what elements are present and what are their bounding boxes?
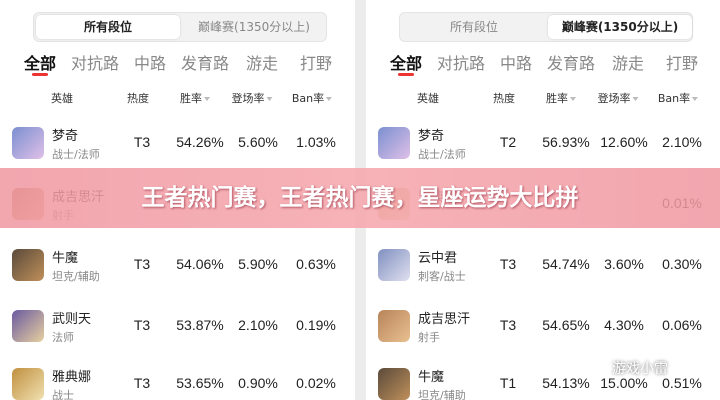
active-underline (398, 73, 414, 76)
stat-pick: 3.60% (604, 256, 644, 272)
stat-ban: 0.63% (296, 256, 336, 272)
stat-ban: 0.30% (662, 256, 702, 272)
banner-title: 王者热门赛，王者热门赛，星座运势大比拼 (141, 185, 579, 211)
hero-name: 雅典娜 (52, 370, 92, 385)
stat-ban: 2.10% (662, 134, 702, 150)
stat-win: 56.93% (542, 134, 590, 150)
hero-role: 射手 (418, 331, 440, 344)
watermark: 游戏小雷 (612, 361, 668, 377)
sort-arrow (570, 97, 576, 101)
hero-name: 牛魔 (418, 370, 445, 385)
rank-tab[interactable]: 巅峰赛(1350分以上) (548, 15, 692, 39)
stat-ban: 0.51% (662, 375, 702, 391)
hero-role: 坦克/辅助 (418, 389, 466, 400)
hero-icon (378, 368, 410, 400)
stat-win: 54.74% (542, 256, 590, 272)
role-tab[interactable]: 中路 (133, 54, 167, 73)
stat-tier: T3 (499, 317, 517, 333)
hero-icon (378, 127, 410, 159)
hero-role: 战士/法师 (418, 148, 466, 161)
stat-tier: T3 (499, 256, 517, 272)
column-header[interactable]: 登场率 (232, 90, 273, 106)
stat-win: 54.06% (176, 256, 224, 272)
hero-icon (378, 249, 410, 281)
column-header[interactable]: 胜率 (180, 90, 210, 106)
hero-role: 坦克/辅助 (52, 270, 100, 283)
active-underline (32, 73, 48, 76)
hero-icon (378, 310, 410, 342)
hero-name: 梦奇 (52, 129, 79, 144)
stat-pick: 2.10% (238, 317, 278, 333)
role-tab[interactable]: 全部 (23, 54, 57, 73)
hero-icon (12, 127, 44, 159)
stat-ban: 0.02% (296, 375, 336, 391)
sort-arrow (326, 97, 333, 101)
stat-tier: T3 (133, 375, 151, 391)
role-tab[interactable]: 发育路 (180, 54, 230, 73)
hero-icon (12, 310, 44, 342)
rank-tab[interactable]: 所有段位 (449, 20, 498, 34)
hero-role: 战士 (52, 389, 74, 400)
rank-tab[interactable]: 所有段位 (36, 15, 180, 39)
column-header[interactable]: Ban率 (658, 90, 699, 106)
stat-pick: 0.90% (238, 375, 278, 391)
stat-tier: T3 (133, 317, 151, 333)
stat-win: 54.13% (542, 375, 590, 391)
column-header: 英雄 (51, 92, 73, 105)
column-header: 英雄 (417, 92, 439, 105)
stat-win: 54.26% (176, 134, 224, 150)
column-header[interactable]: Ban率 (292, 90, 333, 106)
hero-name: 武则天 (52, 312, 92, 327)
stat-pick: 5.60% (238, 134, 278, 150)
role-tab[interactable]: 对抗路 (436, 54, 486, 73)
role-tab[interactable]: 游走 (611, 54, 645, 73)
column-header[interactable]: 热度 (127, 92, 149, 105)
tab-bar: 所有段位 巅峰赛(1350分以上) (399, 12, 693, 42)
stat-pick: 4.30% (604, 317, 644, 333)
hero-role: 战士/法师 (52, 148, 100, 161)
stat-tier: T2 (499, 134, 517, 150)
stat-ban: 1.03% (296, 134, 336, 150)
column-header[interactable]: 胜率 (546, 90, 576, 106)
sort-arrow (632, 97, 639, 101)
stat-pick: 15.00% (600, 375, 648, 391)
column-header[interactable]: 登场率 (598, 90, 639, 106)
sort-arrow (266, 97, 273, 101)
role-tab[interactable]: 打野 (299, 54, 333, 73)
role-tab[interactable]: 全部 (389, 54, 423, 73)
role-tab[interactable]: 对抗路 (70, 54, 120, 73)
stat-tier: T3 (133, 256, 151, 272)
hero-icon (12, 249, 44, 281)
column-header[interactable]: 热度 (493, 92, 515, 105)
rank-tab[interactable]: 巅峰赛(1350分以上) (198, 20, 310, 34)
sort-arrow (204, 97, 210, 101)
banner-bg (0, 168, 720, 228)
role-tab[interactable]: 游走 (245, 54, 279, 73)
role-tab[interactable]: 打野 (665, 54, 699, 73)
hero-role: 法师 (52, 331, 74, 344)
sort-arrow (692, 97, 699, 101)
hero-role: 刺客/战士 (418, 270, 466, 283)
stat-pick: 5.90% (238, 256, 278, 272)
stat-win: 53.65% (176, 375, 224, 391)
stat-ban: 0.19% (296, 317, 336, 333)
stat-win: 53.87% (176, 317, 224, 333)
stat-ban: 0.06% (662, 317, 702, 333)
role-tab[interactable]: 发育路 (546, 54, 596, 73)
stat-tier: T1 (499, 375, 517, 391)
stat-pick: 12.60% (600, 134, 648, 150)
hero-name: 成吉思汗 (418, 312, 471, 327)
tab-bar: 所有段位 巅峰赛(1350分以上) (33, 12, 327, 42)
hero-name: 梦奇 (418, 129, 445, 144)
stat-tier: T3 (133, 134, 151, 150)
hero-name: 牛魔 (52, 251, 79, 266)
hero-icon (12, 368, 44, 400)
role-tab[interactable]: 中路 (499, 54, 533, 73)
hero-name: 云中君 (418, 251, 458, 266)
stat-win: 54.65% (542, 317, 590, 333)
